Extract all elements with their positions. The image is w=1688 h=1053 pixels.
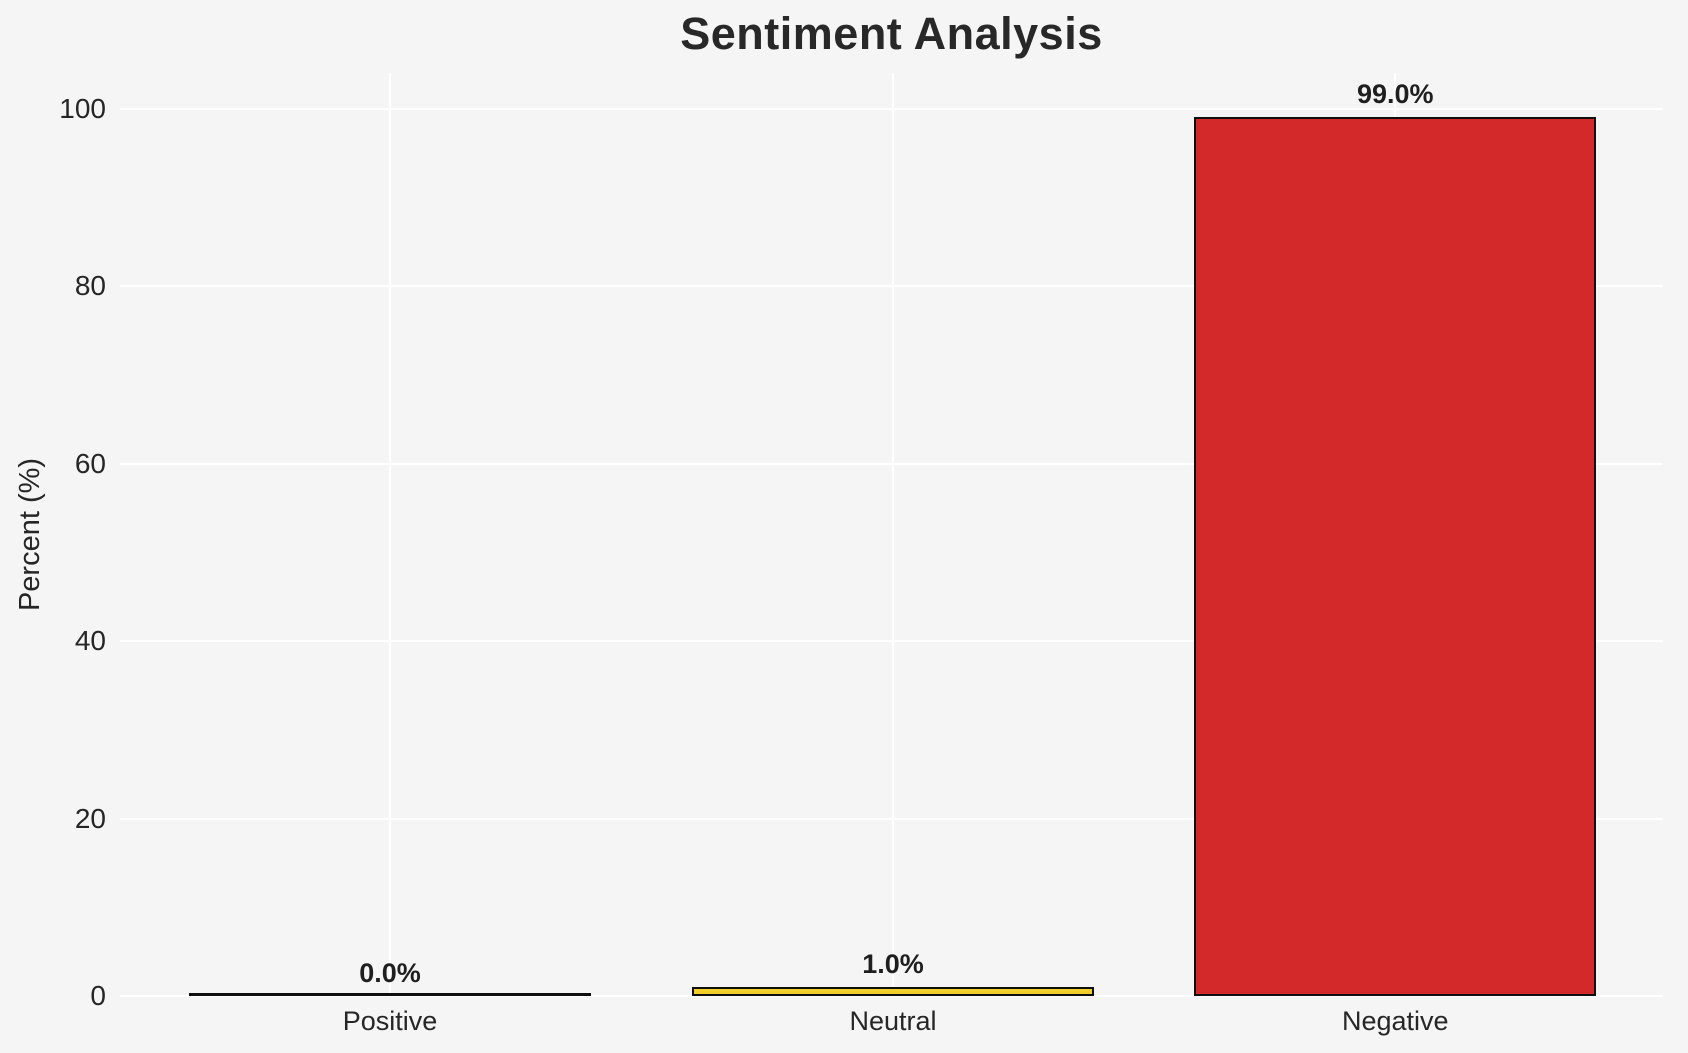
h-gridline: [120, 285, 1663, 287]
h-gridline: [120, 817, 1663, 820]
bar-value-label: 1.0%: [862, 949, 924, 980]
x-category-label: Negative: [1341, 1006, 1449, 1036]
bar-neutral: [692, 987, 1095, 996]
x-category-label: Positive: [342, 1006, 438, 1036]
h-gridline: [120, 995, 1663, 997]
chart-title: Sentiment Analysis: [680, 8, 1103, 59]
x-category-label: Neutral: [849, 1006, 937, 1036]
h-gridline: [120, 107, 1663, 110]
bar-group-negative: 99.0% Negative: [1194, 73, 1597, 1036]
bar-group-neutral: 1.0% Neutral: [692, 73, 1095, 1036]
bar-positive: [189, 993, 592, 996]
bar-negative: [1194, 117, 1597, 996]
plot-area: 0.0% Positive 1.0% Neutral 99.0% Negativ…: [120, 73, 1663, 1036]
y-tick-label: 80: [74, 270, 106, 301]
y-tick-label: 40: [74, 625, 106, 656]
y-tick-label: 100: [59, 92, 106, 124]
y-tick-label: 0: [90, 980, 106, 1011]
bar-value-label: 0.0%: [359, 958, 421, 988]
vertical-gridline: [389, 73, 392, 996]
vertical-gridline: [892, 73, 895, 996]
h-gridline: [120, 462, 1663, 465]
y-tick-label: 60: [74, 447, 106, 479]
y-axis-ticks: 0 20 40 60 80 100: [0, 73, 106, 1012]
bar-value-label: 99.0%: [1357, 79, 1434, 110]
y-tick-label: 20: [74, 802, 106, 834]
bar-group-positive: 0.0% Positive: [189, 73, 592, 1036]
h-gridline: [120, 640, 1663, 642]
